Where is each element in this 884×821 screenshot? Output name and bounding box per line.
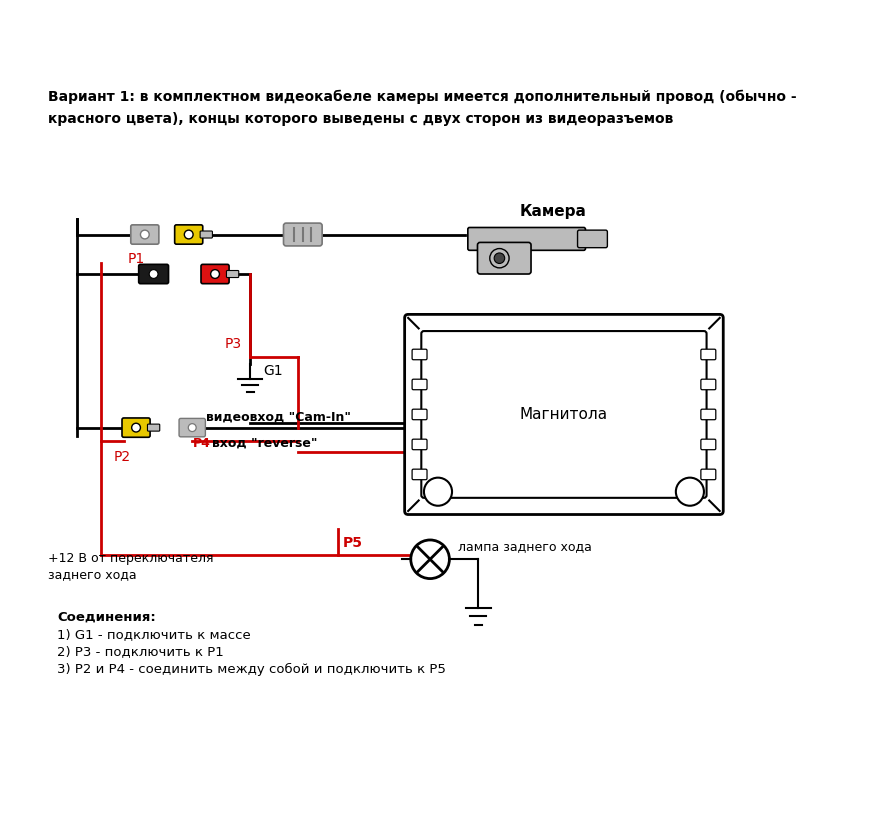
FancyBboxPatch shape — [148, 424, 160, 431]
FancyBboxPatch shape — [701, 349, 716, 360]
Text: 2) Р3 - подключить к Р1: 2) Р3 - подключить к Р1 — [57, 645, 224, 658]
Circle shape — [411, 540, 449, 579]
FancyBboxPatch shape — [701, 409, 716, 420]
Text: Соединения:: Соединения: — [57, 610, 156, 623]
Text: P4: P4 — [193, 437, 211, 450]
FancyBboxPatch shape — [201, 264, 229, 284]
FancyBboxPatch shape — [122, 418, 150, 438]
FancyBboxPatch shape — [284, 223, 322, 246]
Text: Вариант 1: в комплектном видеокабеле камеры имеется дополнительный провод (обычн: Вариант 1: в комплектном видеокабеле кам… — [49, 89, 796, 104]
Circle shape — [185, 230, 193, 239]
Text: P2: P2 — [114, 450, 131, 464]
Text: Магнитола: Магнитола — [520, 407, 608, 422]
FancyBboxPatch shape — [701, 439, 716, 450]
FancyBboxPatch shape — [412, 379, 427, 390]
FancyBboxPatch shape — [226, 270, 239, 277]
Circle shape — [132, 424, 141, 432]
FancyBboxPatch shape — [701, 469, 716, 479]
FancyBboxPatch shape — [131, 225, 159, 244]
Text: P1: P1 — [127, 252, 144, 266]
FancyBboxPatch shape — [412, 439, 427, 450]
Text: G1: G1 — [263, 364, 283, 378]
Circle shape — [490, 249, 509, 268]
Circle shape — [141, 230, 149, 239]
FancyBboxPatch shape — [412, 469, 427, 479]
FancyBboxPatch shape — [175, 225, 202, 244]
FancyBboxPatch shape — [422, 331, 706, 498]
Circle shape — [188, 424, 196, 432]
Text: +12 В от переключателя: +12 В от переключателя — [49, 553, 214, 565]
FancyBboxPatch shape — [701, 379, 716, 390]
FancyBboxPatch shape — [179, 419, 205, 437]
Circle shape — [149, 269, 158, 278]
Text: P5: P5 — [342, 536, 362, 550]
Text: видеовход "Cam-In": видеовход "Cam-In" — [206, 410, 351, 424]
Circle shape — [676, 478, 704, 506]
Text: 3) Р2 и Р4 - соединить между собой и подключить к Р5: 3) Р2 и Р4 - соединить между собой и под… — [57, 663, 446, 676]
Circle shape — [494, 253, 505, 264]
Circle shape — [424, 478, 452, 506]
Text: Камера: Камера — [520, 204, 586, 218]
FancyBboxPatch shape — [577, 230, 607, 248]
FancyBboxPatch shape — [468, 227, 585, 250]
Text: заднего хода: заднего хода — [49, 568, 137, 581]
FancyBboxPatch shape — [412, 409, 427, 420]
Text: 1) G1 - подключить к массе: 1) G1 - подключить к массе — [57, 628, 251, 640]
Circle shape — [210, 269, 219, 278]
Text: красного цвета), концы которого выведены с двух сторон из видеоразъемов: красного цвета), концы которого выведены… — [49, 112, 674, 126]
FancyBboxPatch shape — [405, 314, 723, 515]
Text: P3: P3 — [225, 337, 241, 351]
FancyBboxPatch shape — [477, 242, 531, 274]
Text: вход "reverse": вход "reverse" — [211, 437, 317, 450]
FancyBboxPatch shape — [200, 231, 212, 238]
FancyBboxPatch shape — [139, 264, 169, 284]
FancyBboxPatch shape — [412, 349, 427, 360]
Text: лампа заднего хода: лампа заднего хода — [458, 540, 592, 553]
